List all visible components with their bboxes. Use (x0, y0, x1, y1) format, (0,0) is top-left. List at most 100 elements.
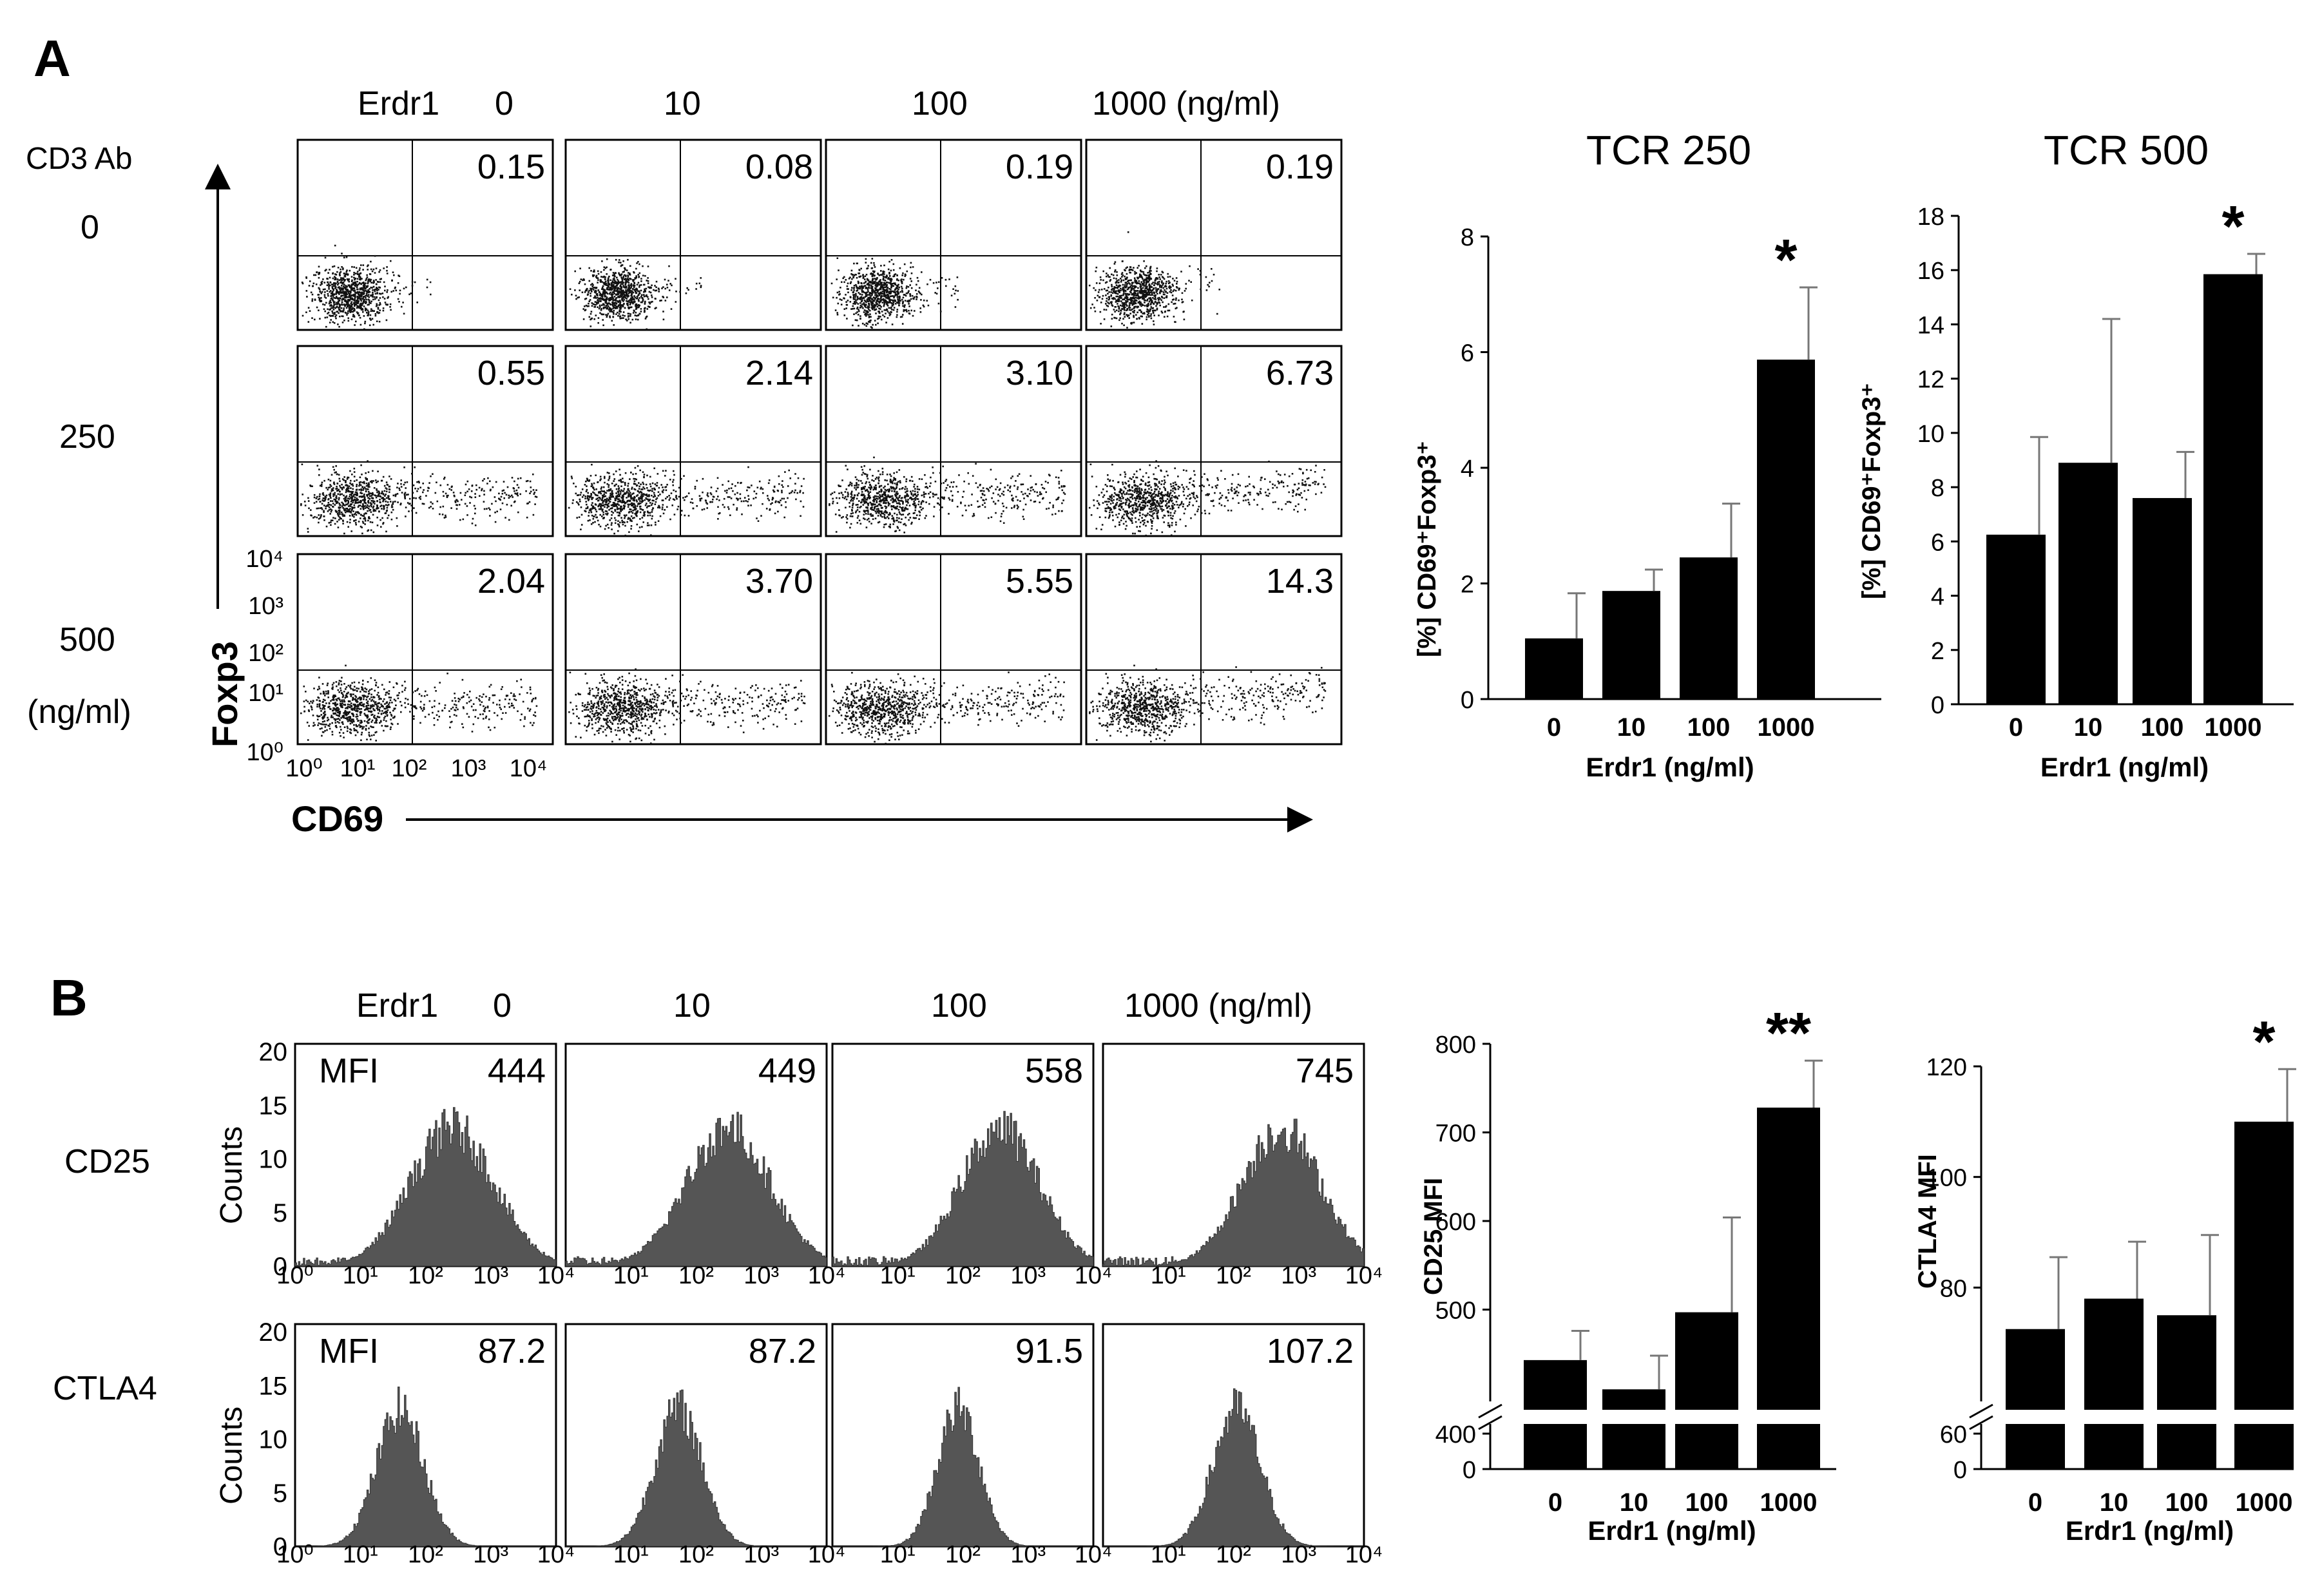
dot-plot-frame (564, 345, 822, 537)
panel-a-conc-0: 0 (495, 85, 513, 122)
dot-plot-r1-c3: 6.73 (1085, 345, 1343, 537)
bar (1602, 591, 1660, 699)
y-tick-label: 0 (1461, 687, 1474, 714)
row-label-0: 0 (81, 209, 99, 246)
y-tick-label: 0 (1463, 1457, 1476, 1484)
axis-break-mark (1478, 1403, 1502, 1419)
histogram-fill (1103, 1388, 1364, 1547)
bar-lower-segment (1602, 1424, 1665, 1469)
histogram-fill (1102, 1119, 1365, 1267)
counts-tick-label: 5 (273, 1199, 287, 1227)
row-label-250: 250 (59, 418, 115, 456)
x-tick-label: 0 (1547, 713, 1561, 742)
mfi-value: 87.2 (478, 1332, 546, 1370)
mfi-value: 91.5 (1015, 1332, 1083, 1370)
histogram-x-tick-label: 10¹ (613, 1541, 649, 1568)
dot-cloud (1088, 231, 1220, 329)
y-tick-label: 600 (1435, 1209, 1476, 1236)
x-tick-label: 10 (1617, 713, 1646, 742)
y-tick-label: 100 (1926, 1165, 1967, 1192)
cd3-ab-label: CD3 Ab (26, 142, 132, 176)
x-tick-label: 100 (1685, 1488, 1729, 1517)
histogram-r1-c0: MFI 87.2 (294, 1323, 557, 1548)
histogram-x-tick-label: 10² (678, 1541, 714, 1568)
histogram-r1-c1: 87.2 (564, 1323, 828, 1548)
chart-title: TCR 500 (2044, 127, 2209, 173)
dot-cloud (568, 463, 805, 537)
y-tick-label: 0 (1953, 1457, 1967, 1484)
percentage-value: 0.19 (1006, 148, 1073, 186)
panel-b-conc-1000: 1000 (ng/ml) (1124, 987, 1312, 1024)
dot-cloud (568, 668, 806, 744)
y-tick-label: 8 (1931, 475, 1944, 502)
y-tick-label: 16 (1917, 258, 1944, 285)
x-tick-label: 100 (2141, 713, 2184, 742)
mfi-value: 444 (488, 1052, 546, 1090)
y-tick-label: 120 (1926, 1054, 1967, 1081)
foxp3-tick-label: 10⁰ (246, 739, 283, 766)
bar (2157, 1315, 2216, 1410)
percentage-value: 5.55 (1006, 562, 1073, 601)
row-label-500: 500 (59, 621, 115, 659)
histogram-r1-c3: 107.2 (1102, 1323, 1365, 1548)
panel-a-conc-10: 10 (664, 85, 701, 122)
chart-title: TCR 250 (1586, 127, 1751, 173)
dot-cloud (829, 456, 1066, 534)
bar-lower-segment (2157, 1424, 2216, 1469)
mfi-label: MFI (319, 1332, 379, 1370)
histogram-r0-c2: 558 (831, 1043, 1095, 1267)
histogram-x-tick-label: 10³ (1281, 1541, 1316, 1568)
histogram-x-tick-label: 10² (1216, 1262, 1251, 1289)
histogram-x-tick-label: 10³ (1010, 1262, 1046, 1289)
y-tick-label: 12 (1917, 367, 1944, 394)
bar-lower-segment (1757, 1424, 1820, 1469)
histogram-x-tick-label: 10² (945, 1262, 981, 1289)
row-label-ctla4: CTLA4 (53, 1370, 157, 1407)
counts-tick-label: 5 (273, 1479, 287, 1508)
foxp3-tick-label: 10¹ (248, 680, 283, 707)
foxp3-axis-label: Foxp3 (204, 641, 245, 747)
percentage-value: 2.14 (745, 354, 813, 392)
bar-lower-segment (1524, 1424, 1587, 1469)
counts-axis-label: Counts (215, 1407, 249, 1505)
bar (1525, 638, 1583, 699)
y-tick-label: 2 (1461, 572, 1474, 599)
panel-b: B Erdr1 0 10 100 1000 (ng/ml) CD25 CTLA4… (50, 969, 1383, 1568)
significance-mark: ** (1766, 1001, 1811, 1066)
bar (2133, 497, 2192, 704)
histogram-x-tick-label: 10² (1216, 1541, 1251, 1568)
dot-cloud (1088, 460, 1327, 537)
histogram-fill (832, 1111, 1094, 1267)
panel-a-erdr1-label: Erdr1 (358, 85, 439, 122)
x-tick-label: 10 (2074, 713, 2103, 742)
mfi-value: 107.2 (1267, 1332, 1354, 1370)
panel-b-conc-0: 0 (493, 987, 512, 1024)
foxp3-tick-label: 10⁴ (245, 546, 283, 573)
y-tick-label: 18 (1917, 204, 1944, 231)
counts-tick-label: 0 (273, 1253, 287, 1281)
histogram-x-tick-label: 10³ (1281, 1262, 1316, 1289)
histogram-x-tick-label: 10⁴ (1345, 1262, 1383, 1289)
x-tick-label: 100 (1687, 713, 1731, 742)
mfi-value: 87.2 (749, 1332, 816, 1370)
x-tick-label: 1000 (2236, 1488, 2293, 1517)
histogram-fill (832, 1387, 1093, 1547)
histogram-x-tick-label: 10² (408, 1541, 443, 1568)
panel-a: A Erdr1 0 10 100 1000 (ng/ml) CD3 Ab 0 2… (26, 30, 1343, 839)
y-tick-label: 6 (1931, 529, 1944, 556)
y-tick-label: 10 (1917, 421, 1944, 448)
histogram-x-tick-label: 10¹ (880, 1541, 916, 1568)
counts-axis-label: Counts (215, 1126, 249, 1224)
histogram-x-tick-label: 10³ (473, 1541, 508, 1568)
y-tick-label: 0 (1931, 692, 1944, 719)
dot-plot-r0-c1: 0.08 (564, 139, 822, 331)
dot-cloud (569, 258, 702, 331)
x-tick-label: 10 (1620, 1488, 1649, 1517)
histogram-x-tick-label: 10⁴ (808, 1262, 846, 1289)
histogram-x-tick-label: 10² (678, 1262, 714, 1289)
dot-plot-r1-c0: 0.55 (296, 345, 554, 537)
bar-lower-segment (2006, 1424, 2065, 1469)
histogram-x-tick-label: 10⁴ (1075, 1262, 1113, 1289)
